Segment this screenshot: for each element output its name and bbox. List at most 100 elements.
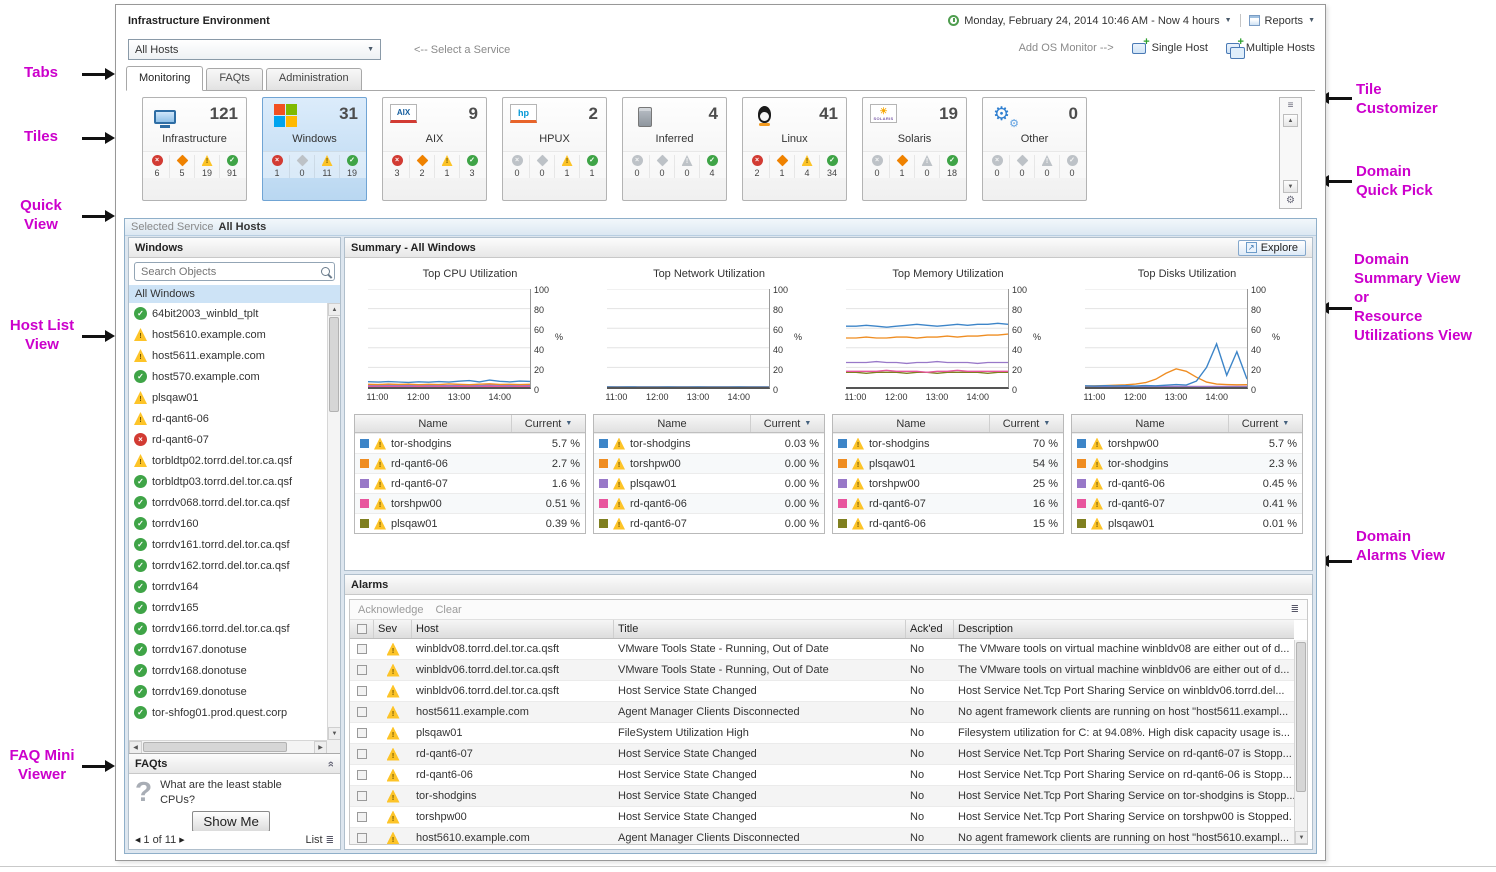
alarm-row[interactable]: ! host5611.example.com Agent Manager Clien… xyxy=(350,702,1294,723)
column-header-title[interactable]: Title xyxy=(614,620,906,638)
multiple-hosts-button[interactable]: Multiple Hosts xyxy=(1225,36,1315,59)
utilization-row[interactable]: ! torshpw00 0.00 % xyxy=(594,453,824,473)
utilization-row[interactable]: ! plsqaw01 0.00 % xyxy=(594,473,824,493)
host-list-item[interactable]: ✓ host570.example.com xyxy=(129,366,327,387)
host-list-item[interactable]: ✓ torrdv161.torrd.del.tor.ca.qsf xyxy=(129,534,327,555)
tile-linux[interactable]: 41 Linux × 2 1! 4 ✓ 34 xyxy=(742,97,847,201)
alarm-row[interactable]: ! host5610.example.com Agent Manager Clien… xyxy=(350,828,1294,844)
alarm-checkbox[interactable] xyxy=(357,686,367,696)
host-list-item[interactable]: ! host5611.example.com xyxy=(129,345,327,366)
tab-monitoring[interactable]: Monitoring xyxy=(126,66,204,91)
host-list-item[interactable]: ✓ torbldtp03.torrd.del.tor.ca.qsf xyxy=(129,471,327,492)
host-list-item[interactable]: ! torbldtp02.torrd.del.tor.ca.qsf xyxy=(129,450,327,471)
tile-aix[interactable]: AIX 9 AIX × 3 2! 1 ✓ 3 xyxy=(382,97,487,201)
host-list-vertical-scrollbar[interactable]: ▲ ▼ xyxy=(327,303,340,740)
host-list-item[interactable]: ✓ torrdv162.torrd.del.tor.ca.qsf xyxy=(129,555,327,576)
scroll-right-button[interactable]: ▶ xyxy=(314,741,327,753)
column-header-host[interactable]: Host xyxy=(412,620,614,638)
column-header-name[interactable]: Name xyxy=(657,417,687,430)
utilization-row[interactable]: ! tor-shodgins 0.03 % xyxy=(594,433,824,453)
acknowledge-button[interactable]: Acknowledge xyxy=(358,603,424,616)
scroll-left-button[interactable]: ◀ xyxy=(129,741,142,753)
search-icon[interactable] xyxy=(321,267,330,276)
utilization-row[interactable]: ! rd-qant6-07 16 % xyxy=(833,493,1063,513)
utilization-row[interactable]: ! tor-shodgins 5.7 % xyxy=(355,433,585,453)
alarm-row[interactable]: ! winbldv06.torrd.del.tor.ca.qsft Host Ser… xyxy=(350,681,1294,702)
tile-infrastructure[interactable]: 121 Infrastructure × 6 5! 19 ✓ 91 xyxy=(142,97,247,201)
alarm-row[interactable]: ! winbldv08.torrd.del.tor.ca.qsft VMware T… xyxy=(350,639,1294,660)
column-header-name[interactable]: Name xyxy=(1135,417,1165,430)
alarm-checkbox[interactable] xyxy=(357,707,367,717)
column-header-description[interactable]: Description xyxy=(958,623,1014,635)
alarm-row[interactable]: ! torshpw00 Host Service State Changed No Ho… xyxy=(350,807,1294,828)
host-list-item[interactable]: ✓ 64bit2003_winbld_tplt xyxy=(129,303,327,324)
host-list-horizontal-scrollbar[interactable]: ◀ ▶ xyxy=(129,740,327,753)
alarm-row[interactable]: ! rd-qant6-07 Host Service State Changed No… xyxy=(350,744,1294,765)
service-selector[interactable]: All Hosts ▼ xyxy=(128,39,381,60)
column-header-current[interactable]: Current ▼ xyxy=(989,415,1063,432)
alarm-row[interactable]: ! rd-qant6-06 Host Service State Changed No… xyxy=(350,765,1294,786)
utilization-row[interactable]: ! rd-qant6-06 2.7 % xyxy=(355,453,585,473)
reports-button[interactable]: Reports ▼ xyxy=(1248,15,1315,27)
column-header-current[interactable]: Current ▼ xyxy=(750,415,824,432)
scroll-down-button[interactable]: ▼ xyxy=(328,727,340,740)
utilization-row[interactable]: ! rd-qant6-07 0.41 % xyxy=(1072,493,1302,513)
utilization-row[interactable]: ! rd-qant6-06 15 % xyxy=(833,513,1063,533)
tile-scroll-up-button[interactable]: ▲ xyxy=(1283,114,1298,127)
column-header-current[interactable]: Current ▼ xyxy=(511,415,585,432)
utilization-row[interactable]: ! tor-shodgins 2.3 % xyxy=(1072,453,1302,473)
explore-button[interactable]: ↗ Explore xyxy=(1237,239,1306,256)
utilization-row[interactable]: ! torshpw00 5.7 % xyxy=(1072,433,1302,453)
alarm-checkbox[interactable] xyxy=(357,812,367,822)
time-range-selector[interactable]: Monday, February 24, 2014 10:46 AM - Now… xyxy=(948,15,1232,27)
host-list-item[interactable]: ! plsqaw01 xyxy=(129,387,327,408)
alarm-checkbox[interactable] xyxy=(357,791,367,801)
utilization-row[interactable]: ! torshpw00 25 % xyxy=(833,473,1063,493)
all-windows-item[interactable]: All Windows xyxy=(129,285,340,303)
tile-other[interactable]: ⚙ ⚙ 0 Other × 0 0! 0 ✓ 0 xyxy=(982,97,1087,201)
column-header-acked[interactable]: Ack'ed xyxy=(906,620,954,638)
scroll-down-button[interactable]: ▼ xyxy=(1295,831,1307,844)
host-list-item[interactable]: ! rd-qant6-06 xyxy=(129,408,327,429)
host-list-item[interactable]: ✓ torrdv160 xyxy=(129,513,327,534)
host-list-item[interactable]: ✓ torrdv165 xyxy=(129,597,327,618)
single-host-button[interactable]: Single Host xyxy=(1131,36,1208,54)
host-list-item[interactable]: ✓ torrdv164 xyxy=(129,576,327,597)
scrollbar-thumb[interactable] xyxy=(143,742,287,752)
table-options-icon[interactable]: ≣ xyxy=(1290,604,1299,615)
next-page-icon[interactable]: ▶ xyxy=(179,837,185,844)
host-list-item[interactable]: ✓ torrdv068.torrd.del.tor.ca.qsf xyxy=(129,492,327,513)
alarm-checkbox[interactable] xyxy=(357,728,367,738)
alarm-row[interactable]: ! tor-shodgins Host Service State Changed N… xyxy=(350,786,1294,807)
tile-customizer-gear-icon[interactable]: ⚙ xyxy=(1286,195,1295,206)
show-me-button[interactable]: Show Me xyxy=(192,810,270,831)
alarm-checkbox[interactable] xyxy=(357,665,367,675)
host-list-item[interactable]: ✓ torrdv166.torrd.del.tor.ca.qsf xyxy=(129,618,327,639)
column-header-name[interactable]: Name xyxy=(896,417,926,430)
utilization-row[interactable]: ! rd-qant6-07 0.00 % xyxy=(594,513,824,533)
host-list-item[interactable]: ✓ torrdv169.donotuse xyxy=(129,681,327,702)
utilization-row[interactable]: ! rd-qant6-06 0.45 % xyxy=(1072,473,1302,493)
tile-solaris[interactable]: ☀ SOLARIS 19 Solaris × 0 1! 0 ✓ 18 xyxy=(862,97,967,201)
host-list-item[interactable]: ✓ torrdv167.donotuse xyxy=(129,639,327,660)
scroll-up-button[interactable]: ▲ xyxy=(328,303,340,316)
host-list-item[interactable]: ✓ torrdv168.donotuse xyxy=(129,660,327,681)
alarm-checkbox[interactable] xyxy=(357,770,367,780)
tile-menu-icon[interactable]: ≡ xyxy=(1287,100,1294,111)
scrollbar-thumb[interactable] xyxy=(329,317,339,412)
alarm-checkbox[interactable] xyxy=(357,749,367,759)
column-header-sev[interactable]: Sev xyxy=(374,620,412,638)
alarm-row[interactable]: ! plsqaw01 FileSystem Utilization High No Fi… xyxy=(350,723,1294,744)
alarms-vertical-scrollbar[interactable]: ▼ xyxy=(1294,640,1307,844)
column-header-name[interactable]: Name xyxy=(418,417,448,430)
tile-scroll-down-button[interactable]: ▼ xyxy=(1283,180,1298,193)
tile-inferred[interactable]: 4 Inferred × 0 0! 0 ✓ 4 xyxy=(622,97,727,201)
tile-hpux[interactable]: hp 2 HPUX × 0 0! 1 ✓ 1 xyxy=(502,97,607,201)
utilization-row[interactable]: ! rd-qant6-07 1.6 % xyxy=(355,473,585,493)
scrollbar-thumb[interactable] xyxy=(1296,642,1306,792)
utilization-row[interactable]: ! tor-shodgins 70 % xyxy=(833,433,1063,453)
utilization-row[interactable]: ! plsqaw01 0.01 % xyxy=(1072,513,1302,533)
utilization-row[interactable]: ! plsqaw01 54 % xyxy=(833,453,1063,473)
search-input[interactable] xyxy=(139,264,321,279)
tab-administration[interactable]: Administration xyxy=(265,68,362,90)
